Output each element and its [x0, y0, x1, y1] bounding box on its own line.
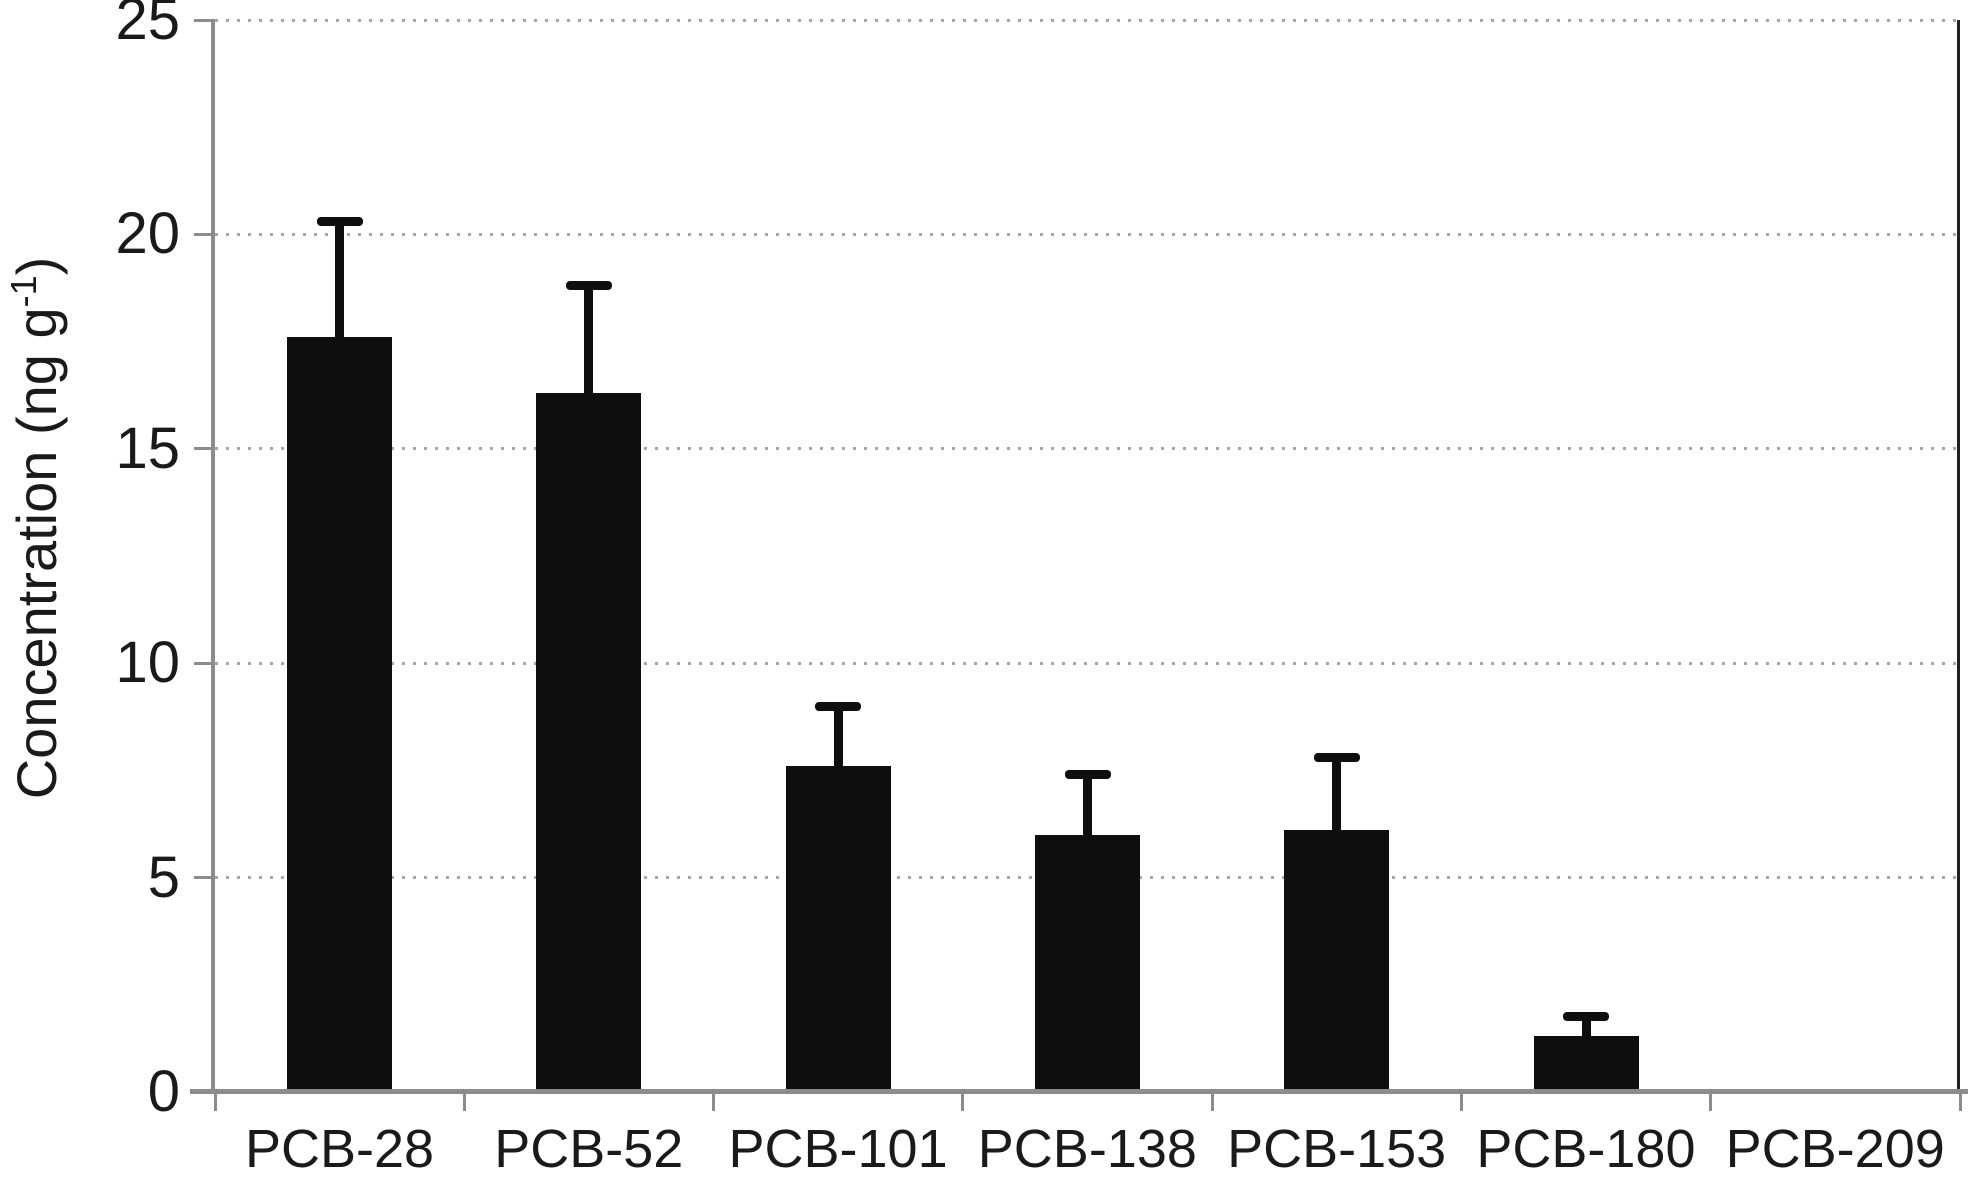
- x-axis-tick-mark-5: [1459, 1092, 1463, 1111]
- x-axis-tick-mark-1: [462, 1092, 466, 1111]
- error-bar-cap-pcb-101: [815, 701, 862, 711]
- x-axis-tick-mark-2: [712, 1092, 716, 1111]
- x-axis-line: [190, 1089, 1968, 1094]
- y-axis-tick-label-15: 15: [115, 415, 180, 481]
- y-axis-title: Concentration (ng g-1): [3, 257, 69, 800]
- bar-pcb-101: [785, 766, 891, 1092]
- error-bar-cap-pcb-52: [565, 281, 612, 291]
- y-gridline-20: [215, 232, 1957, 236]
- error-bar-cap-pcb-28: [316, 217, 363, 227]
- error-bar-stem-pcb-138: [1083, 774, 1092, 843]
- x-axis-tick-mark-3: [961, 1092, 965, 1111]
- y-axis-tick-mark-15: [194, 447, 215, 451]
- x-axis-tick-mark-6: [1709, 1092, 1713, 1111]
- bar-pcb-153: [1284, 830, 1390, 1092]
- y-axis-line: [211, 20, 215, 1092]
- error-bar-cap-pcb-153: [1313, 753, 1360, 763]
- y-axis-tick-label-0: 0: [147, 1059, 180, 1124]
- y-axis-tick-mark-5: [194, 876, 215, 880]
- bar-pcb-52: [536, 393, 642, 1092]
- y-axis-title-superscript: -1: [3, 275, 45, 308]
- error-bar-cap-pcb-180: [1563, 1012, 1610, 1022]
- x-axis-label-pcb-209: PCB-209: [1725, 1119, 1945, 1179]
- x-axis-label-pcb-28: PCB-28: [244, 1119, 435, 1179]
- x-axis-tick-mark-4: [1210, 1092, 1214, 1111]
- error-bar-cap-pcb-138: [1064, 770, 1111, 780]
- x-axis-label-pcb-153: PCB-153: [1227, 1119, 1447, 1179]
- error-bar-stem-pcb-28: [335, 221, 345, 346]
- y-gridline-15: [215, 447, 1957, 451]
- x-axis-label-pcb-180: PCB-180: [1476, 1119, 1696, 1179]
- y-axis-tick-mark-10: [194, 661, 215, 665]
- x-axis-label-pcb-101: PCB-101: [728, 1119, 948, 1179]
- error-bar-stem-pcb-101: [833, 706, 843, 775]
- bar-pcb-138: [1035, 834, 1140, 1092]
- plot-area: [215, 18, 1960, 1092]
- y-axis-tick-mark-20: [194, 232, 215, 236]
- x-axis-tick-mark-7: [1958, 1092, 1962, 1111]
- x-axis-label-pcb-52: PCB-52: [494, 1119, 684, 1179]
- y-gridline-25: [215, 18, 1957, 22]
- bar-pcb-28: [287, 337, 393, 1092]
- x-axis-label-pcb-138: PCB-138: [977, 1119, 1197, 1179]
- y-axis-title-text: Concentration (ng g: [4, 307, 68, 800]
- y-axis-tick-label-20: 20: [115, 201, 180, 267]
- x-axis-tick-mark-0: [213, 1092, 217, 1111]
- bar-pcb-180: [1533, 1036, 1639, 1092]
- y-axis-tick-label-5: 5: [147, 844, 180, 910]
- y-axis-tick-mark-0: [194, 1090, 215, 1094]
- y-gridline-10: [215, 661, 1957, 665]
- y-axis-tick-label-10: 10: [115, 630, 180, 696]
- y-axis-tick-label-25: 25: [115, 0, 180, 52]
- y-axis-tick-mark-25: [194, 18, 215, 22]
- error-bar-stem-pcb-153: [1332, 757, 1342, 839]
- error-bar-stem-pcb-180: [1581, 1016, 1591, 1045]
- error-bar-stem-pcb-52: [584, 285, 594, 402]
- y-axis-title-close-paren: ): [4, 256, 68, 276]
